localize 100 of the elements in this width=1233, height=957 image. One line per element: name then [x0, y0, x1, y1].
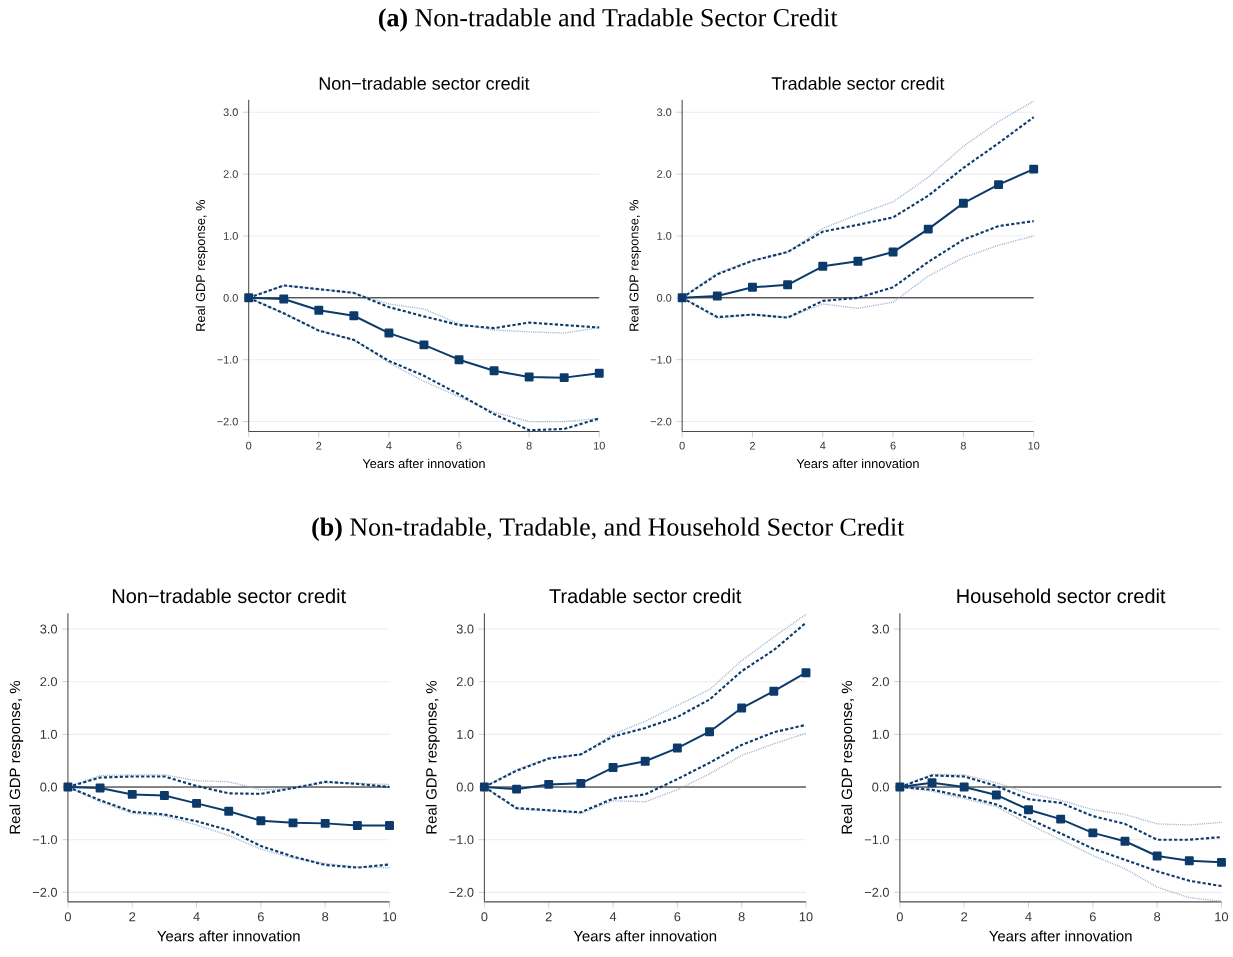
point [608, 763, 618, 773]
x-tick-label: 4 [819, 441, 826, 450]
x-tick-label: 10 [1028, 441, 1040, 450]
point [1217, 857, 1226, 867]
point [712, 291, 722, 301]
x-tick-label: 0 [679, 441, 685, 450]
point [958, 198, 968, 208]
point [192, 799, 202, 808]
y-axis-title: Real GDP response, % [841, 681, 856, 834]
x-tick-label: 4 [193, 912, 200, 922]
x-tick-label: 8 [960, 441, 966, 450]
y-tick-label: −1.0 [650, 355, 672, 364]
y-tick-label: 1.0 [223, 232, 238, 240]
y-axis-title: Real GDP response, % [629, 200, 642, 331]
x-tick-label: 2 [749, 441, 755, 450]
y-tick-label: 2.0 [40, 677, 58, 687]
point [895, 782, 905, 792]
x-tick-label: 2 [545, 912, 552, 922]
point [288, 818, 298, 828]
y-tick-label: 1.0 [657, 232, 672, 240]
point [640, 756, 650, 766]
y-tick-label: 0.0 [40, 782, 58, 792]
y-tick-label: −1.0 [217, 355, 238, 364]
point [888, 247, 898, 257]
point [1029, 164, 1039, 174]
y-tick-label: 2.0 [223, 170, 238, 179]
point [672, 743, 682, 753]
point [512, 784, 522, 794]
point [959, 782, 969, 792]
chart-title: Non−tradable sector credit [319, 76, 530, 90]
x-tick-label: 0 [481, 912, 488, 922]
x-axis-title: Years after innovation [362, 458, 485, 469]
point [256, 816, 266, 826]
y-tick-label: −2.0 [449, 887, 474, 898]
y-tick-label: −1.0 [32, 835, 58, 845]
point [349, 311, 359, 321]
point [677, 293, 687, 303]
x-tick-label: 4 [1025, 912, 1032, 922]
y-axis-title: Real GDP response, % [425, 681, 440, 834]
point [489, 366, 499, 376]
y-tick-label: 3.0 [872, 624, 889, 634]
chart-title: Tradable sector credit [549, 588, 742, 604]
point [1056, 814, 1066, 824]
x-tick-label: 6 [890, 441, 896, 450]
y-tick-label: −2.0 [864, 887, 889, 898]
x-tick-label: 8 [322, 912, 329, 922]
x-tick-label: 6 [456, 441, 462, 450]
point [63, 782, 73, 792]
y-tick-label: 3.0 [456, 624, 474, 634]
point [279, 294, 289, 304]
text: (a) Non-tradable and Tradable Sector Credit [378, 8, 838, 32]
point [384, 328, 394, 338]
y-axis-title: Real GDP response, % [195, 200, 208, 331]
point [544, 780, 554, 789]
y-tick-label: 1.0 [457, 729, 474, 739]
point [747, 282, 757, 292]
x-tick-label: 8 [526, 441, 532, 450]
x-tick-label: 10 [383, 912, 397, 922]
x-tick-label: 6 [1089, 912, 1096, 922]
point [559, 373, 569, 383]
chart-title: Non−tradable sector credit [112, 588, 346, 604]
y-tick-label: 0.0 [657, 294, 672, 302]
point [127, 790, 137, 799]
x-tick-label: 10 [1215, 912, 1229, 922]
x-tick-label: 10 [799, 912, 813, 922]
point [853, 256, 863, 266]
point [923, 224, 933, 234]
x-tick-label: 8 [738, 912, 745, 922]
point [991, 790, 1001, 800]
x-tick-label: 6 [257, 912, 264, 922]
point [454, 355, 464, 365]
x-axis-title: Years after innovation [573, 930, 717, 942]
point [352, 821, 362, 831]
x-axis-title: Years after innovation [796, 458, 919, 469]
point [1088, 828, 1098, 838]
x-axis-title: Years after innovation [989, 930, 1132, 942]
point [320, 819, 330, 828]
point [159, 791, 169, 801]
x-tick-label: 2 [129, 912, 136, 922]
point [1152, 851, 1162, 861]
point [994, 180, 1004, 190]
x-tick-label: 4 [609, 912, 617, 922]
y-tick-label: 3.0 [40, 624, 58, 634]
x-tick-label: 6 [674, 912, 681, 922]
x-tick-label: 4 [386, 441, 392, 450]
point [576, 778, 586, 788]
chart-title: Tradable sector credit [771, 76, 945, 90]
y-tick-label: 0.0 [456, 782, 474, 792]
y-tick-label: −2.0 [650, 417, 672, 426]
x-tick-label: 8 [1154, 912, 1161, 922]
point [927, 778, 937, 788]
point [1024, 805, 1033, 815]
text: (b) Non-tradable, Tradable, and Household Sector Credit [312, 517, 905, 542]
x-axis-title: Years after innovation [157, 930, 300, 942]
point [769, 686, 779, 696]
point [524, 372, 534, 382]
y-axis-title: Real GDP response, % [9, 681, 24, 834]
x-tick-label: 2 [961, 912, 968, 922]
y-tick-label: −1.0 [864, 835, 889, 845]
y-tick-label: 1.0 [872, 729, 889, 739]
